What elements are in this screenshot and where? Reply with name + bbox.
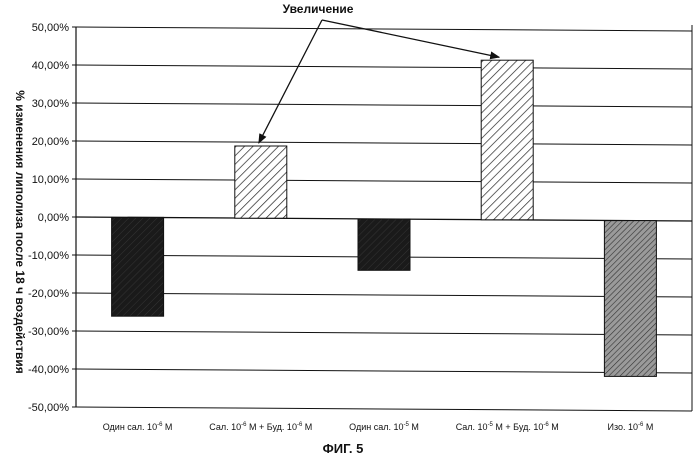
gridline (76, 293, 692, 297)
annotation-label: Увеличение (283, 2, 354, 16)
y-tick-label: -20,00% (28, 288, 69, 300)
y-tick-label: 30,00% (32, 98, 70, 110)
figure-caption: ФИГ. 5 (323, 441, 364, 456)
annotation: Увеличение (259, 2, 499, 143)
category-label: Изо. 10-6 М (607, 422, 653, 432)
gridline (76, 369, 692, 373)
y-tick-label: 40,00% (32, 60, 70, 72)
y-tick-label: 0,00% (38, 212, 69, 224)
y-axis-ticks: 50,00% 40,00% 30,00% 20,00% 10,00% 0,00% -10,0… (28, 22, 76, 414)
y-tick-label: 50,00% (32, 22, 70, 34)
bar-3 (358, 219, 410, 270)
x-axis-labels: Один сал. 10-6 М Сал. 10-6 М + Буд. 10-6 … (103, 422, 654, 432)
category-label: Один сал. 10-6 М (103, 422, 173, 432)
y-tick-label: -30,00% (28, 326, 69, 338)
gridline (76, 27, 692, 31)
bar-5 (604, 221, 656, 377)
y-tick-label: -10,00% (28, 250, 69, 262)
gridline (76, 407, 692, 411)
y-axis-label: % изменения липолиза после 18 ч воздейст… (13, 90, 27, 373)
category-label: Один сал. 10-5 М (349, 422, 419, 432)
y-tick-label: -40,00% (28, 364, 69, 376)
gridline (76, 179, 692, 183)
bar-1 (112, 217, 164, 316)
bar-4 (481, 60, 533, 220)
bar-2 (235, 146, 287, 218)
y-tick-label: 20,00% (32, 136, 70, 148)
gridline (76, 103, 692, 107)
category-label: Сал. 10-6 М + Буд. 10-6 М (209, 422, 312, 432)
category-label: Сал. 10-5 М + Буд. 10-6 М (456, 422, 559, 432)
gridline (76, 141, 692, 145)
y-tick-label: -50,00% (28, 402, 69, 414)
gridline (76, 331, 692, 335)
gridline (76, 65, 692, 69)
annotation-arrow (259, 20, 322, 143)
annotation-arrow (322, 20, 499, 57)
y-tick-label: 10,00% (32, 174, 70, 186)
